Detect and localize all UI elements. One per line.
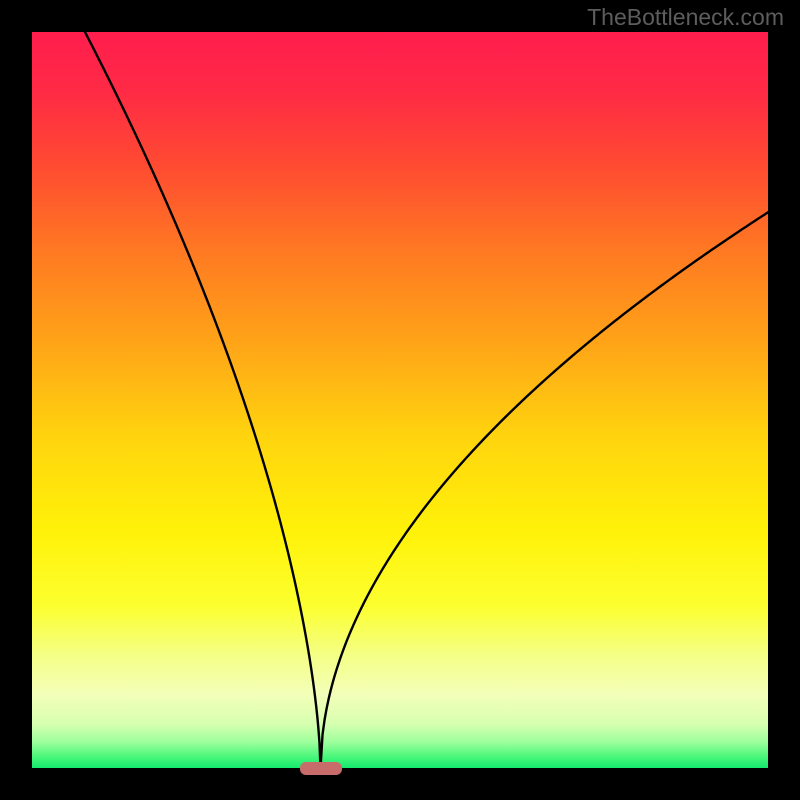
chart-container: TheBottleneck.com <box>0 0 800 800</box>
bottleneck-curve <box>0 0 800 800</box>
watermark-text: TheBottleneck.com <box>587 4 784 31</box>
cusp-marker <box>300 762 342 775</box>
curve-path <box>85 32 768 768</box>
